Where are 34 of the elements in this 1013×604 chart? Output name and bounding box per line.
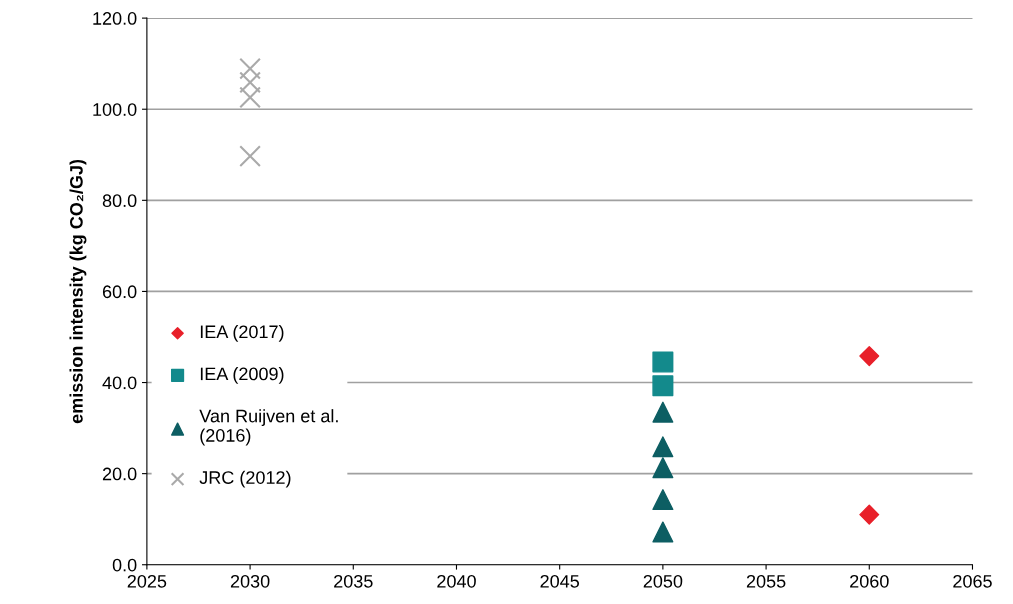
x-tick-label: 2060 bbox=[850, 574, 889, 588]
y-axis-title: emission intensity (kg CO₂/GJ) bbox=[69, 159, 87, 424]
point bbox=[859, 346, 880, 367]
y-tick-label: 0.0 bbox=[112, 558, 137, 572]
x-tick-label: 2050 bbox=[643, 574, 683, 588]
point bbox=[239, 57, 261, 80]
point bbox=[652, 351, 674, 373]
point bbox=[239, 86, 261, 109]
x-tick-label: 2055 bbox=[746, 574, 786, 588]
point bbox=[652, 489, 674, 511]
y-tick-label: 40.0 bbox=[102, 376, 137, 390]
x-tick-label: 2025 bbox=[127, 574, 167, 588]
x-tick-label: 2040 bbox=[437, 574, 476, 588]
x-tick-label: 2065 bbox=[953, 574, 992, 588]
y-tick-label: 80.0 bbox=[102, 194, 137, 208]
point bbox=[652, 401, 674, 423]
x-tick-label: 2035 bbox=[334, 574, 373, 588]
x-tick-label: 2030 bbox=[230, 574, 270, 588]
y-tick-label: 60.0 bbox=[102, 285, 137, 299]
point bbox=[239, 71, 261, 94]
legend-label: Van Ruijven et al. (2016) bbox=[199, 409, 338, 446]
legend-label: IEA (2017) bbox=[200, 324, 284, 342]
legend-label: IEA (2009) bbox=[200, 367, 284, 384]
point bbox=[652, 521, 674, 543]
point bbox=[239, 145, 261, 167]
point bbox=[652, 436, 674, 458]
y-tick-label: 120.0 bbox=[93, 12, 137, 25]
x-tick-label: 2045 bbox=[540, 574, 580, 588]
point bbox=[652, 457, 674, 479]
y-tick-label: 20.0 bbox=[102, 467, 137, 481]
legend-label: JRC (2012) bbox=[199, 470, 291, 488]
point bbox=[859, 504, 880, 525]
point bbox=[652, 375, 674, 397]
y-tick-label: 100.0 bbox=[93, 103, 137, 116]
